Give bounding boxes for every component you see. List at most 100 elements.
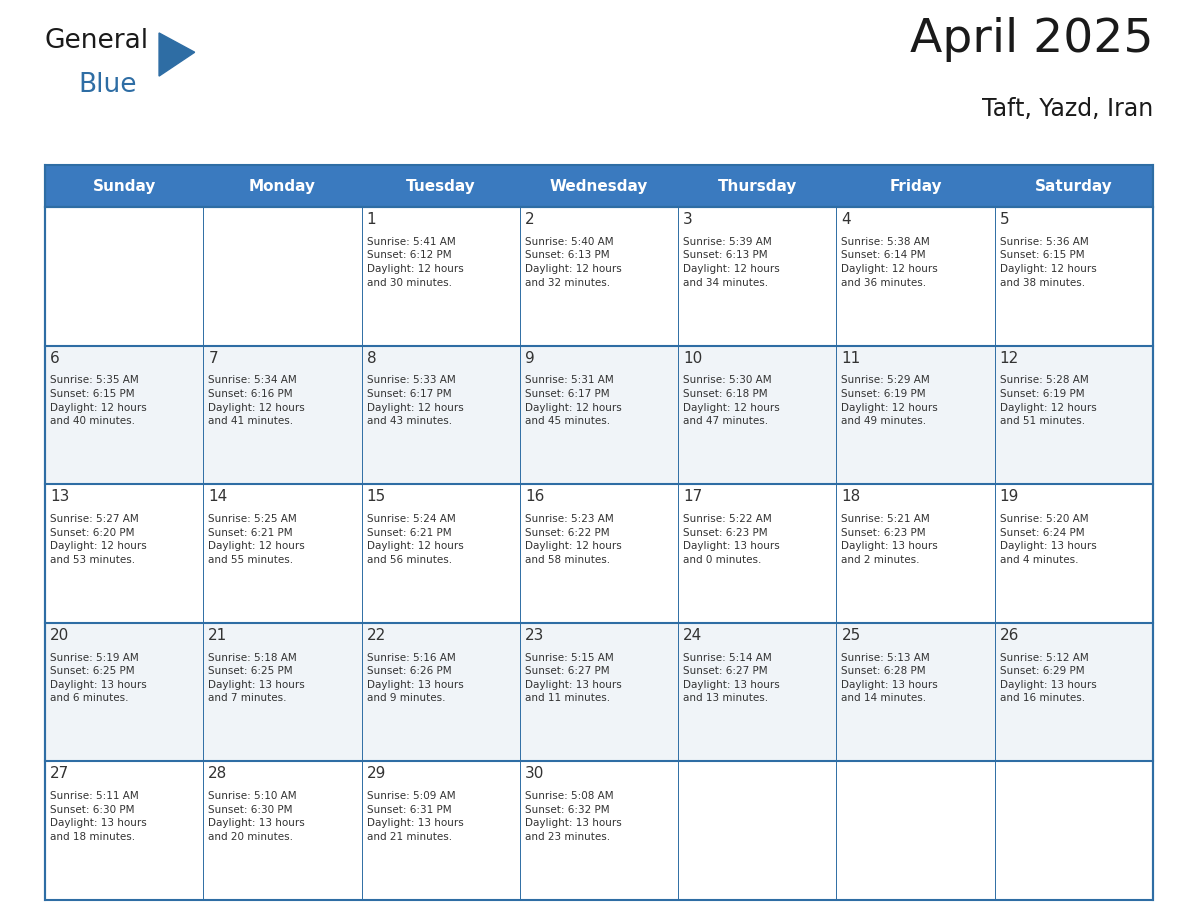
Text: Sunrise: 5:30 AM
Sunset: 6:18 PM
Daylight: 12 hours
and 47 minutes.: Sunrise: 5:30 AM Sunset: 6:18 PM Dayligh… xyxy=(683,375,779,426)
Text: 9: 9 xyxy=(525,351,535,365)
Bar xyxy=(678,484,836,622)
Bar xyxy=(203,165,361,207)
Text: Sunrise: 5:09 AM
Sunset: 6:31 PM
Daylight: 13 hours
and 21 minutes.: Sunrise: 5:09 AM Sunset: 6:31 PM Dayligh… xyxy=(367,791,463,842)
Bar xyxy=(520,165,678,207)
Text: 25: 25 xyxy=(841,628,860,643)
Text: Sunrise: 5:40 AM
Sunset: 6:13 PM
Daylight: 12 hours
and 32 minutes.: Sunrise: 5:40 AM Sunset: 6:13 PM Dayligh… xyxy=(525,237,621,287)
Text: 13: 13 xyxy=(50,489,69,504)
Bar xyxy=(836,345,994,484)
Text: Thursday: Thursday xyxy=(718,178,797,194)
Bar xyxy=(836,761,994,900)
Text: Sunrise: 5:27 AM
Sunset: 6:20 PM
Daylight: 12 hours
and 53 minutes.: Sunrise: 5:27 AM Sunset: 6:20 PM Dayligh… xyxy=(50,514,147,565)
Bar xyxy=(520,761,678,900)
Text: Sunrise: 5:15 AM
Sunset: 6:27 PM
Daylight: 13 hours
and 11 minutes.: Sunrise: 5:15 AM Sunset: 6:27 PM Dayligh… xyxy=(525,653,621,703)
Text: Tuesday: Tuesday xyxy=(406,178,475,194)
Text: General: General xyxy=(45,28,150,54)
Text: Sunrise: 5:11 AM
Sunset: 6:30 PM
Daylight: 13 hours
and 18 minutes.: Sunrise: 5:11 AM Sunset: 6:30 PM Dayligh… xyxy=(50,791,147,842)
Text: Sunrise: 5:14 AM
Sunset: 6:27 PM
Daylight: 13 hours
and 13 minutes.: Sunrise: 5:14 AM Sunset: 6:27 PM Dayligh… xyxy=(683,653,779,703)
Bar xyxy=(994,622,1154,761)
Bar xyxy=(520,345,678,484)
Text: 21: 21 xyxy=(208,628,228,643)
Text: 10: 10 xyxy=(683,351,702,365)
Bar xyxy=(361,484,520,622)
Text: 22: 22 xyxy=(367,628,386,643)
Text: 7: 7 xyxy=(208,351,217,365)
Text: 11: 11 xyxy=(841,351,860,365)
Text: Saturday: Saturday xyxy=(1035,178,1113,194)
Bar xyxy=(520,484,678,622)
Text: Sunrise: 5:36 AM
Sunset: 6:15 PM
Daylight: 12 hours
and 38 minutes.: Sunrise: 5:36 AM Sunset: 6:15 PM Dayligh… xyxy=(1000,237,1097,287)
Text: Sunday: Sunday xyxy=(93,178,156,194)
Text: Sunrise: 5:10 AM
Sunset: 6:30 PM
Daylight: 13 hours
and 20 minutes.: Sunrise: 5:10 AM Sunset: 6:30 PM Dayligh… xyxy=(208,791,305,842)
Text: 20: 20 xyxy=(50,628,69,643)
Text: Sunrise: 5:22 AM
Sunset: 6:23 PM
Daylight: 13 hours
and 0 minutes.: Sunrise: 5:22 AM Sunset: 6:23 PM Dayligh… xyxy=(683,514,779,565)
Text: 6: 6 xyxy=(50,351,59,365)
Bar xyxy=(678,345,836,484)
Bar xyxy=(45,165,1154,207)
Text: Sunrise: 5:39 AM
Sunset: 6:13 PM
Daylight: 12 hours
and 34 minutes.: Sunrise: 5:39 AM Sunset: 6:13 PM Dayligh… xyxy=(683,237,779,287)
Text: 18: 18 xyxy=(841,489,860,504)
Bar xyxy=(678,207,836,345)
Bar xyxy=(45,207,1154,900)
Bar xyxy=(361,345,520,484)
Text: Sunrise: 5:20 AM
Sunset: 6:24 PM
Daylight: 13 hours
and 4 minutes.: Sunrise: 5:20 AM Sunset: 6:24 PM Dayligh… xyxy=(1000,514,1097,565)
Text: Taft, Yazd, Iran: Taft, Yazd, Iran xyxy=(981,97,1154,121)
Text: 19: 19 xyxy=(1000,489,1019,504)
Bar xyxy=(361,165,520,207)
Text: Friday: Friday xyxy=(890,178,942,194)
Bar xyxy=(45,622,203,761)
Polygon shape xyxy=(159,33,195,76)
Text: 15: 15 xyxy=(367,489,386,504)
Bar xyxy=(203,207,361,345)
Text: Wednesday: Wednesday xyxy=(550,178,649,194)
Text: 5: 5 xyxy=(1000,212,1010,227)
Bar xyxy=(678,622,836,761)
Text: Sunrise: 5:18 AM
Sunset: 6:25 PM
Daylight: 13 hours
and 7 minutes.: Sunrise: 5:18 AM Sunset: 6:25 PM Dayligh… xyxy=(208,653,305,703)
Bar xyxy=(836,207,994,345)
Text: 27: 27 xyxy=(50,767,69,781)
Text: Sunrise: 5:08 AM
Sunset: 6:32 PM
Daylight: 13 hours
and 23 minutes.: Sunrise: 5:08 AM Sunset: 6:32 PM Dayligh… xyxy=(525,791,621,842)
Bar xyxy=(994,165,1154,207)
Text: 24: 24 xyxy=(683,628,702,643)
Text: 2: 2 xyxy=(525,212,535,227)
Bar xyxy=(678,165,836,207)
Text: 28: 28 xyxy=(208,767,228,781)
Bar xyxy=(45,165,203,207)
Text: Sunrise: 5:35 AM
Sunset: 6:15 PM
Daylight: 12 hours
and 40 minutes.: Sunrise: 5:35 AM Sunset: 6:15 PM Dayligh… xyxy=(50,375,147,426)
Text: Sunrise: 5:12 AM
Sunset: 6:29 PM
Daylight: 13 hours
and 16 minutes.: Sunrise: 5:12 AM Sunset: 6:29 PM Dayligh… xyxy=(1000,653,1097,703)
Text: Blue: Blue xyxy=(78,73,137,98)
Text: 16: 16 xyxy=(525,489,544,504)
Bar xyxy=(203,484,361,622)
Text: Sunrise: 5:16 AM
Sunset: 6:26 PM
Daylight: 13 hours
and 9 minutes.: Sunrise: 5:16 AM Sunset: 6:26 PM Dayligh… xyxy=(367,653,463,703)
Text: 3: 3 xyxy=(683,212,693,227)
Bar xyxy=(994,207,1154,345)
Bar xyxy=(836,484,994,622)
Text: Sunrise: 5:25 AM
Sunset: 6:21 PM
Daylight: 12 hours
and 55 minutes.: Sunrise: 5:25 AM Sunset: 6:21 PM Dayligh… xyxy=(208,514,305,565)
Bar xyxy=(45,761,203,900)
Bar xyxy=(678,761,836,900)
Text: 30: 30 xyxy=(525,767,544,781)
Text: Sunrise: 5:29 AM
Sunset: 6:19 PM
Daylight: 12 hours
and 49 minutes.: Sunrise: 5:29 AM Sunset: 6:19 PM Dayligh… xyxy=(841,375,939,426)
Text: Sunrise: 5:24 AM
Sunset: 6:21 PM
Daylight: 12 hours
and 56 minutes.: Sunrise: 5:24 AM Sunset: 6:21 PM Dayligh… xyxy=(367,514,463,565)
Text: Sunrise: 5:33 AM
Sunset: 6:17 PM
Daylight: 12 hours
and 43 minutes.: Sunrise: 5:33 AM Sunset: 6:17 PM Dayligh… xyxy=(367,375,463,426)
Text: Monday: Monday xyxy=(249,178,316,194)
Text: 1: 1 xyxy=(367,212,377,227)
Text: 8: 8 xyxy=(367,351,377,365)
Text: Sunrise: 5:23 AM
Sunset: 6:22 PM
Daylight: 12 hours
and 58 minutes.: Sunrise: 5:23 AM Sunset: 6:22 PM Dayligh… xyxy=(525,514,621,565)
Bar xyxy=(203,622,361,761)
Text: Sunrise: 5:19 AM
Sunset: 6:25 PM
Daylight: 13 hours
and 6 minutes.: Sunrise: 5:19 AM Sunset: 6:25 PM Dayligh… xyxy=(50,653,147,703)
Bar xyxy=(520,622,678,761)
Bar xyxy=(361,622,520,761)
Text: Sunrise: 5:21 AM
Sunset: 6:23 PM
Daylight: 13 hours
and 2 minutes.: Sunrise: 5:21 AM Sunset: 6:23 PM Dayligh… xyxy=(841,514,939,565)
Text: 12: 12 xyxy=(1000,351,1019,365)
Bar xyxy=(361,207,520,345)
Bar xyxy=(45,207,203,345)
Text: Sunrise: 5:13 AM
Sunset: 6:28 PM
Daylight: 13 hours
and 14 minutes.: Sunrise: 5:13 AM Sunset: 6:28 PM Dayligh… xyxy=(841,653,939,703)
Bar xyxy=(994,484,1154,622)
Text: Sunrise: 5:41 AM
Sunset: 6:12 PM
Daylight: 12 hours
and 30 minutes.: Sunrise: 5:41 AM Sunset: 6:12 PM Dayligh… xyxy=(367,237,463,287)
Text: 4: 4 xyxy=(841,212,851,227)
Bar xyxy=(361,761,520,900)
Text: 26: 26 xyxy=(1000,628,1019,643)
Bar xyxy=(836,165,994,207)
Text: 17: 17 xyxy=(683,489,702,504)
